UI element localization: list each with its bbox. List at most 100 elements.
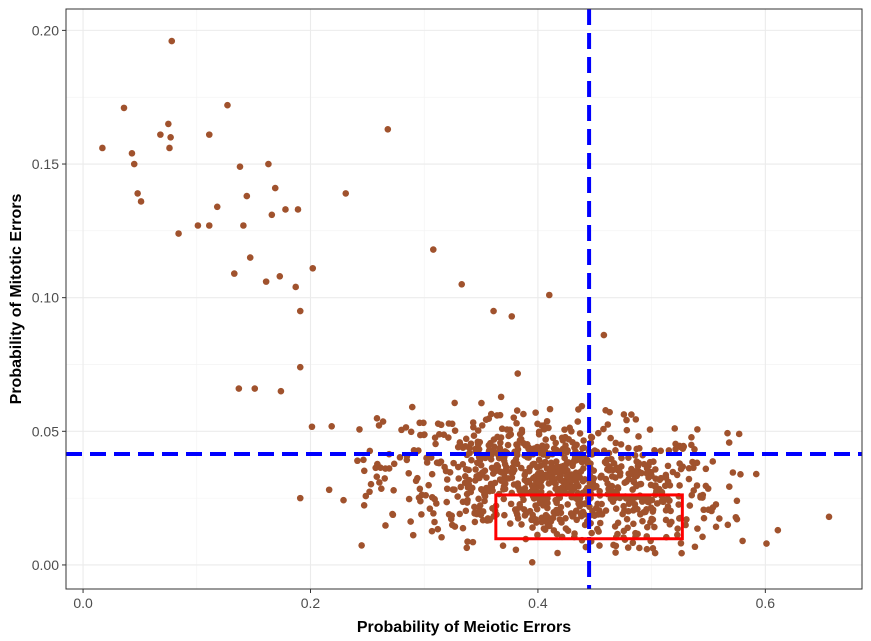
data-point xyxy=(702,465,710,473)
data-point xyxy=(240,222,247,229)
data-point xyxy=(416,419,423,427)
data-point xyxy=(362,492,370,500)
data-point xyxy=(607,495,615,503)
data-point xyxy=(636,544,643,552)
data-point xyxy=(636,510,644,518)
data-point xyxy=(532,516,540,523)
data-point xyxy=(542,511,550,519)
data-point xyxy=(429,246,437,253)
data-point xyxy=(634,530,641,538)
data-point xyxy=(580,444,588,452)
data-point xyxy=(591,483,598,491)
data-point xyxy=(367,480,375,488)
data-point xyxy=(445,434,452,441)
data-point xyxy=(544,504,551,512)
data-point xyxy=(535,431,543,438)
data-point xyxy=(356,426,363,433)
data-point xyxy=(629,486,636,493)
data-point xyxy=(462,443,469,450)
data-point xyxy=(493,412,501,419)
data-point xyxy=(620,411,628,418)
data-point xyxy=(491,479,499,487)
data-point xyxy=(296,307,304,315)
data-point xyxy=(693,482,701,489)
data-point xyxy=(481,454,489,462)
data-point xyxy=(360,502,368,509)
data-point xyxy=(622,495,630,502)
data-point xyxy=(525,477,533,485)
data-point xyxy=(562,514,569,522)
data-point xyxy=(433,500,440,507)
data-point xyxy=(167,133,174,141)
data-point xyxy=(513,441,520,448)
data-point xyxy=(653,487,660,495)
data-point xyxy=(428,470,436,478)
data-point xyxy=(544,499,551,507)
data-point xyxy=(669,468,677,476)
data-point xyxy=(520,410,527,418)
data-point xyxy=(541,494,548,502)
y-axis-ticks: 0.00 0.05 0.10 0.15 0.20 xyxy=(32,22,66,573)
data-point xyxy=(441,463,448,471)
data-point xyxy=(557,477,565,484)
data-point xyxy=(629,539,637,547)
data-point xyxy=(594,525,601,533)
data-point xyxy=(490,307,497,315)
data-point xyxy=(464,484,472,491)
data-point xyxy=(602,507,610,514)
data-point xyxy=(600,425,607,433)
data-point xyxy=(486,487,493,495)
data-point xyxy=(619,510,626,518)
data-point xyxy=(308,423,316,431)
data-point xyxy=(553,530,561,538)
data-point xyxy=(561,454,568,462)
data-point xyxy=(668,518,675,526)
y-tick-label: 0.05 xyxy=(32,423,59,439)
data-point xyxy=(712,523,720,531)
data-point xyxy=(478,399,485,407)
data-point xyxy=(476,502,484,509)
plot-panel-border xyxy=(65,8,863,590)
data-point xyxy=(463,499,471,506)
data-point xyxy=(604,421,612,428)
highlight-box xyxy=(494,493,684,541)
data-point xyxy=(230,270,238,277)
data-point xyxy=(725,483,733,490)
data-point xyxy=(581,476,589,483)
data-point xyxy=(504,441,512,449)
data-point xyxy=(716,515,723,522)
data-point xyxy=(581,454,588,462)
data-point xyxy=(556,516,564,523)
data-point xyxy=(513,419,520,427)
data-point xyxy=(596,519,604,527)
data-point xyxy=(514,480,522,487)
plot-background xyxy=(66,9,862,589)
data-point xyxy=(685,475,693,483)
data-point xyxy=(683,516,690,523)
data-point xyxy=(571,456,579,463)
data-point xyxy=(598,472,605,480)
data-point xyxy=(535,456,543,464)
data-point xyxy=(451,399,458,407)
data-point xyxy=(166,144,173,152)
data-point xyxy=(130,160,138,168)
data-point xyxy=(552,439,560,447)
data-point xyxy=(631,500,639,508)
data-point xyxy=(276,272,284,280)
data-point xyxy=(774,526,782,534)
data-point xyxy=(205,222,213,229)
data-point xyxy=(469,419,477,426)
data-point xyxy=(477,461,485,469)
data-point xyxy=(640,460,648,468)
data-point xyxy=(385,465,393,472)
data-point xyxy=(292,283,300,291)
data-point xyxy=(709,458,717,465)
data-point xyxy=(447,515,455,523)
data-point xyxy=(612,542,620,550)
data-point xyxy=(529,485,537,492)
data-point xyxy=(571,530,578,537)
data-point xyxy=(471,509,479,516)
data-point xyxy=(596,542,603,549)
data-point xyxy=(530,445,538,452)
